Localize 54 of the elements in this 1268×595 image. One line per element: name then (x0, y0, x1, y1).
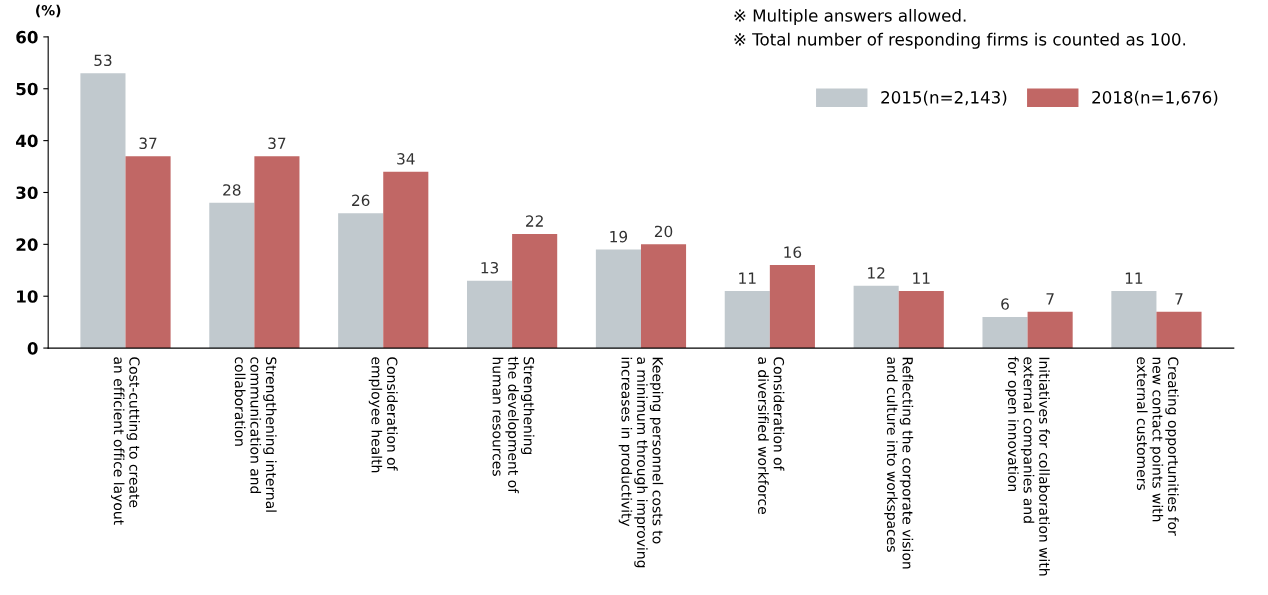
data-label: 11 (913, 272, 930, 284)
data-label: 53 (94, 54, 112, 67)
bar (383, 171, 429, 349)
data-label: 37 (139, 137, 157, 150)
data-label: 12 (868, 267, 885, 279)
bar (209, 202, 255, 349)
text: ※ Multiple answers allowed. (734, 8, 966, 26)
data-label: 7 (1046, 293, 1054, 305)
data-label: 22 (526, 215, 543, 227)
data-label: 28 (223, 184, 241, 196)
bar (724, 291, 770, 349)
legend-label: 2015(n=2,143) (881, 90, 1007, 106)
data-label: 7 (1175, 293, 1183, 305)
y-tick-label: 20 (16, 238, 38, 251)
x-tick-label: Keeping personnel costs to a minimum through improving increases in productivity (618, 357, 664, 568)
legend-label: 2018(n=1,676) (1092, 90, 1218, 106)
bar (982, 316, 1028, 349)
bar (1111, 291, 1157, 349)
data-label: 16 (784, 246, 802, 258)
bar (512, 233, 558, 349)
annotation: ※ Total number of responding firms is counted as 100. (734, 32, 1186, 49)
y-tick-label: 10 (17, 290, 38, 303)
x-tick-label: Strengthening the development of human resources (492, 356, 535, 494)
bar (467, 280, 513, 349)
data-label: 20 (654, 225, 673, 238)
y-tick-label: 30 (16, 186, 38, 200)
data-label: 34 (397, 153, 415, 165)
bar (1027, 311, 1073, 349)
bar (769, 265, 815, 349)
x-tick-label: Initiatives for collaboration with external companies and for open innovation (1005, 356, 1050, 576)
x-tick-label: Consideration of employee health (368, 357, 398, 473)
y-tick-label: 0 (27, 342, 38, 355)
y-tick-label: 40 (16, 134, 38, 148)
data-label: 11 (739, 272, 756, 284)
data-label: 13 (481, 261, 499, 274)
bar (338, 213, 384, 349)
bar (1156, 311, 1202, 349)
bar (254, 156, 300, 349)
data-label: 11 (1125, 272, 1143, 284)
x-tick-label: Strengthening internal communication and collaboration (234, 357, 277, 512)
y-axis-title: (%) (36, 4, 61, 18)
x-tick-label: Cost-cutting to create an efficient office layout (111, 357, 140, 525)
bar (125, 156, 171, 349)
data-label: 19 (610, 230, 628, 243)
data-label: 37 (268, 137, 286, 150)
bar (853, 285, 899, 349)
data-label: 26 (352, 194, 370, 207)
bar (640, 244, 687, 349)
data-label: 6 (1001, 298, 1009, 310)
bar (898, 291, 944, 349)
bar (80, 73, 126, 349)
y-tick-label: 60 (16, 30, 38, 44)
bar (595, 249, 641, 349)
y-tick-label: 50 (16, 82, 38, 96)
